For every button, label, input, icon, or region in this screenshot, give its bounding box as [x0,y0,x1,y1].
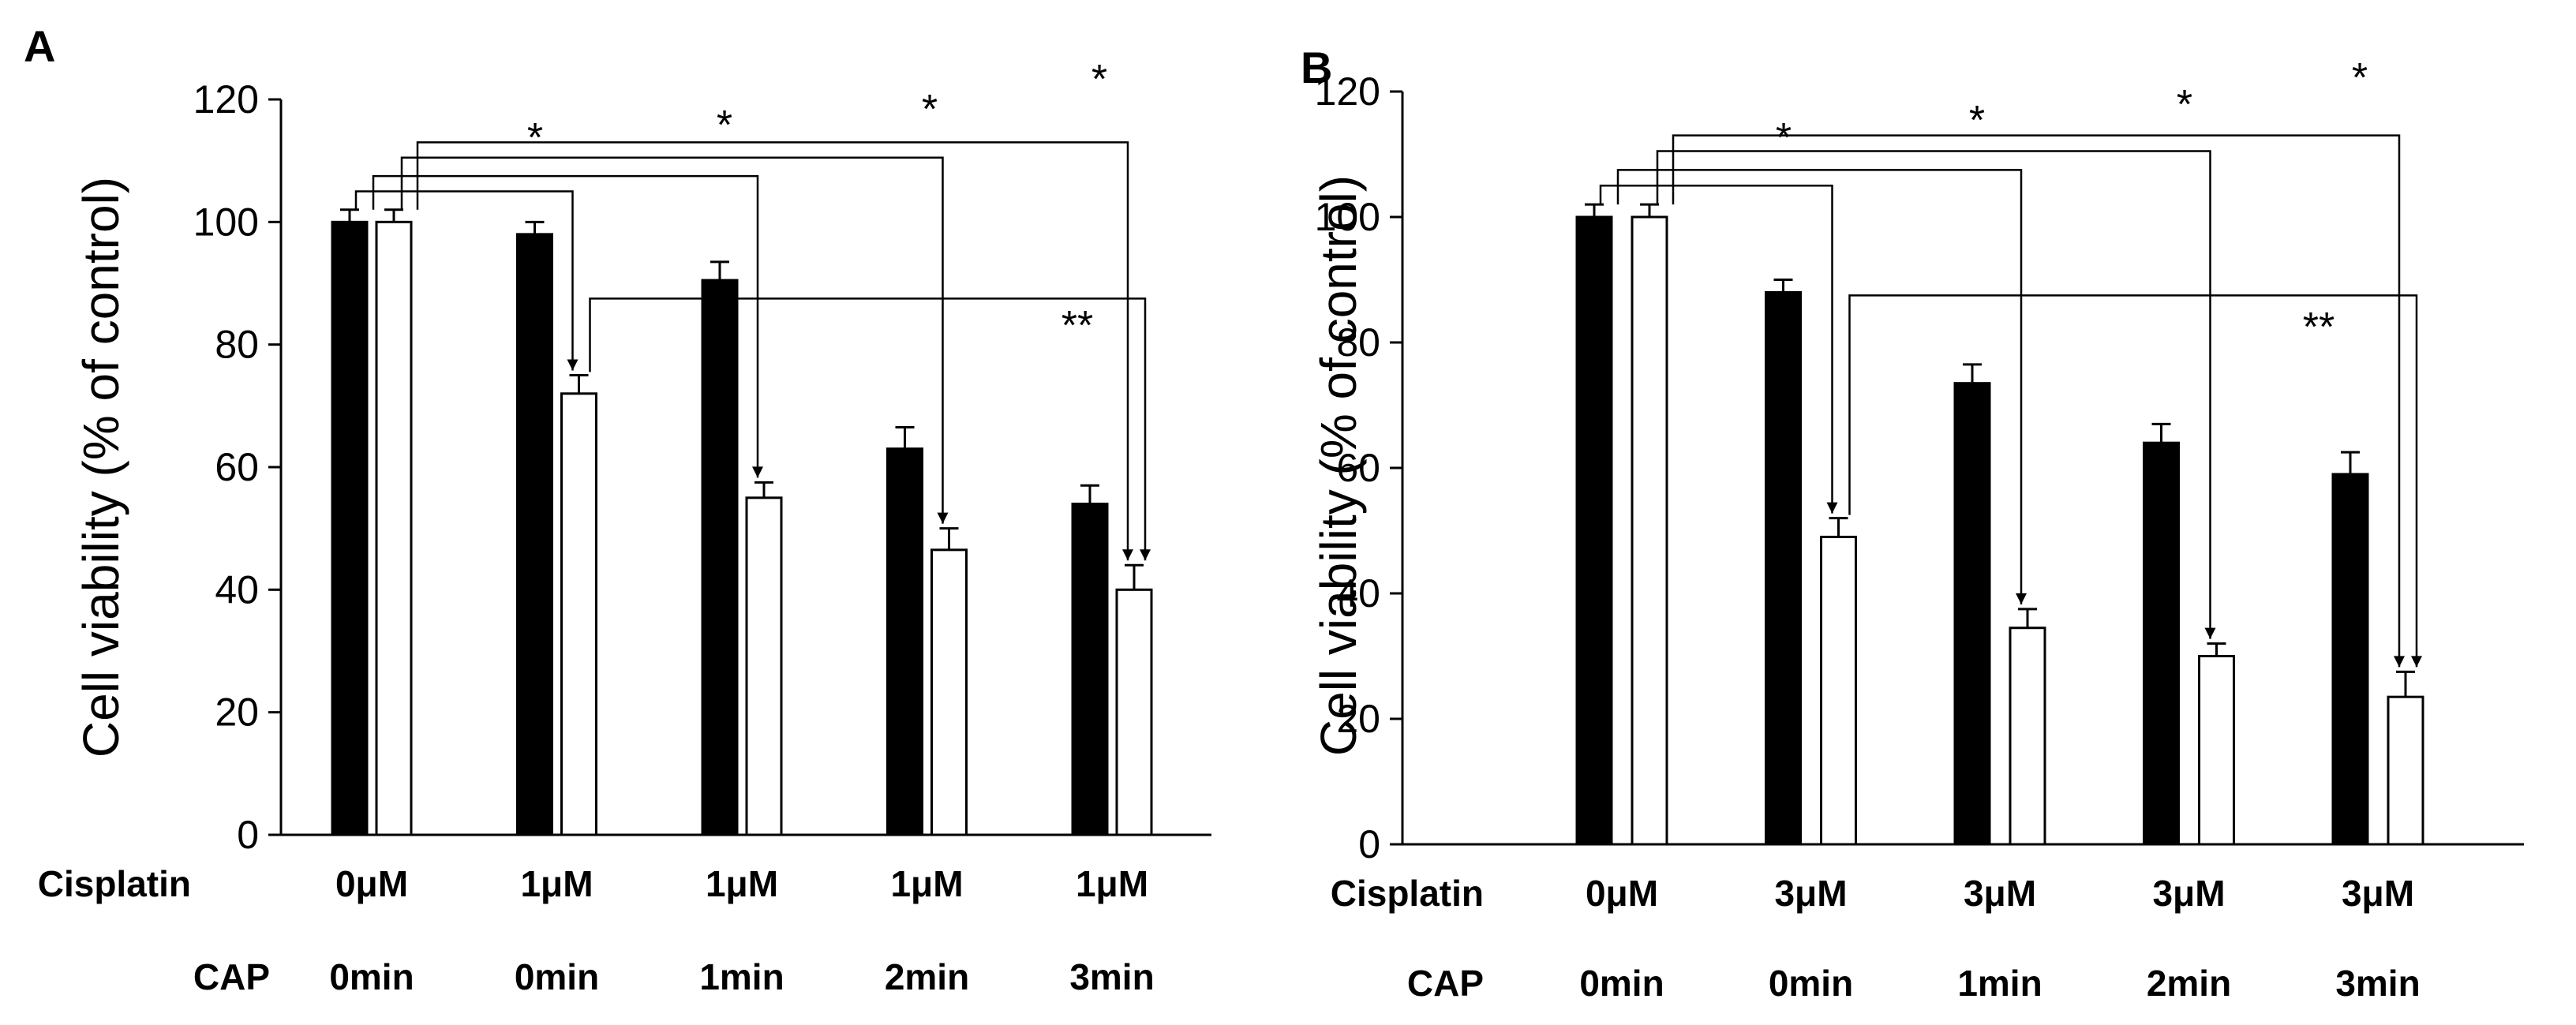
significance-bracket [1599,185,1833,514]
y-tick-label: 100 [1315,195,1380,239]
bar-cisplatin-cap [2198,655,2235,846]
y-tick-label: 80 [1336,320,1380,365]
significance-bracket [1616,169,2023,604]
significance-bracket [372,174,759,478]
significance-marker: * [527,115,543,161]
significance-marker: ** [1061,303,1093,349]
bar-cisplatin-only [516,233,553,836]
panel-b-chart: B Cell viability (% of control) 0 20 40 60 80 1… [1301,43,2524,1004]
category-label-cisplatin: 1μM [520,863,593,904]
bar-cisplatin-cap [2387,695,2424,846]
row-label-cisplatin: Cisplatin [1331,873,1484,914]
category-label-cisplatin: 1μM [890,863,963,904]
significance-marker: ** [2303,305,2334,350]
significance-bracket [416,141,1129,561]
significance-arrowhead [937,512,949,524]
category-label-cap: 0min [515,956,599,997]
category-label-cisplatin: 1μM [1076,863,1148,904]
significance-arrowhead [752,466,763,478]
category-label-cap: 2min [2147,963,2231,1004]
y-tick-label: 80 [215,323,259,367]
category-label-cisplatin: 3μM [2152,873,2225,914]
significance-marker: * [1091,57,1107,103]
bar-cisplatin-cap [375,220,413,836]
significance-marker: * [2352,55,2368,101]
category-label-cap: 0min [1769,963,1853,1004]
significance-marker: * [2177,82,2192,128]
row-label-cap: CAP [193,956,270,997]
bar-cisplatin-cap [2009,627,2046,846]
bar-cisplatin-cap [560,392,597,836]
significance-bracket [400,156,944,524]
significance-bracket [1848,294,2418,668]
panel-label: B [1301,43,1332,92]
category-label-cap: 1min [1957,963,2042,1004]
significance-arrowhead [2394,656,2405,668]
significance-arrowhead [2411,656,2422,668]
y-axis-title: Cell viability (% of control) [73,177,129,758]
category-label-cap: 0min [1579,963,1664,1004]
category-label-cap: 0min [329,956,414,997]
bar-cisplatin-only [1953,382,1991,846]
bar-cisplatin-cap [1115,588,1153,836]
row-label-cisplatin: Cisplatin [38,863,191,904]
significance-bracket [589,297,1147,561]
significance-bracket [1656,150,2211,639]
significance-arrowhead [567,359,578,371]
significance-bracket [354,190,574,371]
category-label-cisplatin: 0μM [335,863,408,904]
row-label-cap: CAP [1407,963,1484,1004]
significance-arrowhead [1122,549,1133,561]
significance-arrowhead [1140,549,1151,561]
y-tick-label: 20 [215,690,259,735]
panel-a-chart: A Cell viability (% of control) 0 20 40 60 80 1… [24,21,1211,997]
y-tick-label: 40 [215,567,259,612]
y-tick-label: 120 [1315,69,1380,114]
category-label-cap: 3min [2335,963,2420,1004]
category-label-cap: 2min [885,956,969,997]
significance-marker: * [1969,98,1985,144]
significance-marker: * [922,87,938,133]
significance-marker: * [1776,115,1792,161]
category-label-cisplatin: 3μM [2342,873,2414,914]
bar-cisplatin-cap [1820,535,1857,846]
y-tick-label: 60 [1336,446,1380,490]
significance-marker: * [717,103,732,148]
bar-cisplatin-only [1575,215,1613,846]
category-label-cap: 3min [1069,956,1154,997]
category-label-cap: 1min [699,956,784,997]
category-label-cisplatin: 3μM [1964,873,2036,914]
bar-cisplatin-only [886,447,923,836]
bar-cisplatin-only [2143,441,2180,846]
bar-cisplatin-only [1071,503,1109,836]
bar-cisplatin-cap [745,496,783,836]
bar-cisplatin-cap [1631,215,1668,846]
y-tick-label: 0 [1358,822,1380,866]
y-tick-label: 60 [215,445,259,489]
category-label-cisplatin: 3μM [1774,873,1847,914]
category-label-cisplatin: 1μM [706,863,778,904]
panel-label: A [24,21,55,71]
y-tick-label: 120 [193,77,259,122]
y-axis-title: Cell viability (% of control) [1310,175,1367,756]
significance-arrowhead [1826,502,1838,514]
y-tick-label: 100 [193,200,259,244]
y-tick-label: 20 [1336,697,1380,741]
significance-arrowhead [2016,593,2027,604]
bar-cisplatin-only [2331,473,2369,846]
y-tick-label: 40 [1336,571,1380,615]
bar-cisplatin-only [701,279,739,836]
significance-arrowhead [2204,627,2216,639]
category-label-cisplatin: 0μM [1586,873,1658,914]
significance-bracket [1672,134,2401,668]
bar-cisplatin-only [1765,290,1802,846]
bar-cisplatin-only [331,220,369,836]
bar-cisplatin-cap [930,548,968,836]
y-tick-label: 0 [237,813,259,857]
